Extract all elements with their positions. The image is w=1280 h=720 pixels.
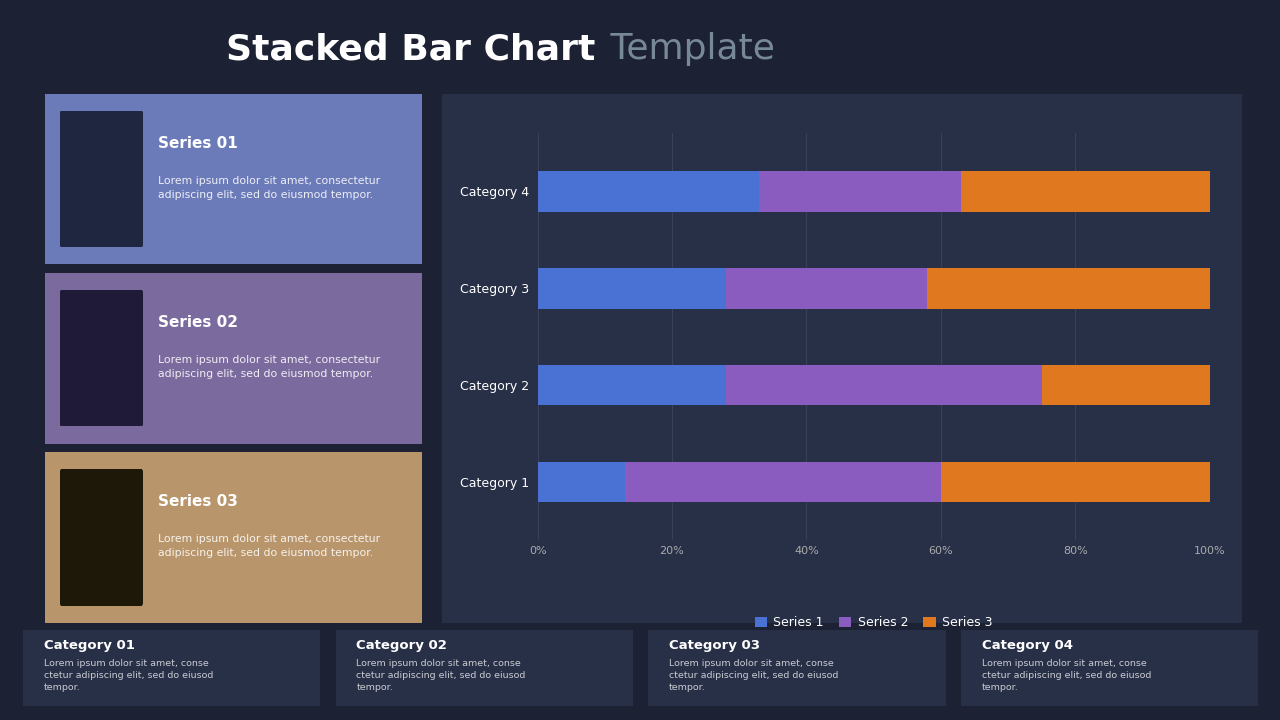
Bar [538,268,726,308]
FancyBboxPatch shape [952,629,1267,707]
Text: Series 02: Series 02 [159,315,238,330]
Text: Category 03: Category 03 [669,639,760,652]
Text: Lorem ipsum dolor sit amet, conse
ctetur adipiscing elit, sed do eiusod
tempor.: Lorem ipsum dolor sit amet, conse ctetur… [982,659,1151,692]
Text: Lorem ipsum dolor sit amet, conse
ctetur adipiscing elit, sed do eiusod
tempor.: Lorem ipsum dolor sit amet, conse ctetur… [357,659,526,692]
Bar [1042,365,1210,405]
FancyBboxPatch shape [430,86,1253,631]
FancyBboxPatch shape [14,629,329,707]
Text: Lorem ipsum dolor sit amet, consectetur
adipiscing elit, sed do eiusmod tempor.: Lorem ipsum dolor sit amet, consectetur … [159,176,380,200]
Text: Category 01: Category 01 [44,639,134,652]
FancyBboxPatch shape [59,289,143,428]
Bar [928,268,1210,308]
Text: Lorem ipsum dolor sit amet, conse
ctetur adipiscing elit, sed do eiusod
tempor.: Lorem ipsum dolor sit amet, conse ctetur… [44,659,214,692]
Bar [759,171,961,212]
FancyBboxPatch shape [33,90,434,268]
FancyBboxPatch shape [59,109,143,248]
Bar [726,268,928,308]
FancyBboxPatch shape [59,468,143,607]
Bar [726,365,1042,405]
FancyBboxPatch shape [33,449,434,626]
Bar [538,365,726,405]
Text: Series 01: Series 01 [159,136,238,151]
Text: Lorem ipsum dolor sit amet, consectetur
adipiscing elit, sed do eiusmod tempor.: Lorem ipsum dolor sit amet, consectetur … [159,355,380,379]
Bar [941,462,1210,503]
FancyBboxPatch shape [326,629,641,707]
Text: Template: Template [599,32,774,66]
Bar [625,462,941,503]
Bar [961,171,1210,212]
Text: Series 03: Series 03 [159,495,238,510]
FancyBboxPatch shape [33,269,434,447]
Bar [538,171,759,212]
Legend: Series 1, Series 2, Series 3: Series 1, Series 2, Series 3 [750,611,997,634]
Text: Category 02: Category 02 [357,639,448,652]
Text: Stacked Bar Chart: Stacked Bar Chart [225,32,595,66]
Text: Lorem ipsum dolor sit amet, consectetur
adipiscing elit, sed do eiusmod tempor.: Lorem ipsum dolor sit amet, consectetur … [159,534,380,559]
Text: Lorem ipsum dolor sit amet, conse
ctetur adipiscing elit, sed do eiusod
tempor.: Lorem ipsum dolor sit amet, conse ctetur… [669,659,838,692]
Bar [538,462,625,503]
FancyBboxPatch shape [640,629,955,707]
Text: Category 04: Category 04 [982,639,1073,652]
